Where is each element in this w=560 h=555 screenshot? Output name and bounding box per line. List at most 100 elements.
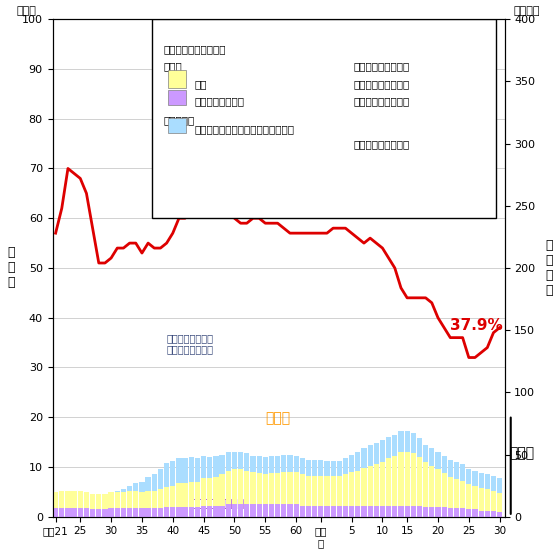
Bar — [374, 443, 379, 465]
Bar — [226, 452, 231, 471]
Bar — [312, 476, 318, 506]
Bar — [115, 508, 120, 517]
Bar — [256, 504, 262, 517]
Bar — [478, 488, 484, 511]
Bar — [238, 452, 243, 470]
Bar — [472, 486, 478, 509]
Bar — [263, 475, 268, 504]
Bar — [146, 508, 151, 517]
Bar — [423, 462, 428, 507]
Bar — [232, 452, 237, 470]
Bar — [386, 437, 391, 458]
Bar — [300, 458, 305, 475]
Bar — [72, 508, 77, 517]
Bar — [152, 491, 157, 508]
Bar — [232, 504, 237, 517]
Bar — [281, 455, 286, 472]
Bar — [176, 458, 181, 483]
Bar — [435, 470, 441, 507]
Bar — [380, 506, 385, 517]
Bar — [293, 472, 298, 504]
Bar — [349, 472, 354, 506]
Bar — [269, 473, 274, 504]
Bar — [423, 507, 428, 517]
Bar — [201, 478, 206, 506]
Bar — [96, 509, 101, 517]
Bar — [109, 508, 114, 517]
Bar — [404, 452, 410, 506]
Bar — [84, 508, 89, 517]
Bar — [244, 504, 249, 517]
Bar — [195, 507, 200, 517]
Bar — [306, 476, 311, 506]
Bar — [447, 460, 453, 477]
Bar — [472, 509, 478, 517]
Bar — [201, 456, 206, 478]
Text: （万件）: （万件） — [514, 6, 540, 16]
Bar — [121, 508, 126, 517]
Text: 窃　盗: 窃 盗 — [265, 411, 291, 425]
Bar — [232, 470, 237, 504]
Bar — [355, 506, 361, 517]
Bar — [454, 508, 459, 517]
Bar — [349, 455, 354, 472]
Bar — [367, 466, 373, 506]
Bar — [287, 472, 292, 504]
Text: 平成３０年　認知件数: 平成３０年 認知件数 — [161, 27, 227, 37]
Bar — [195, 458, 200, 482]
Bar — [380, 440, 385, 462]
Bar — [66, 508, 71, 517]
Bar — [238, 470, 243, 504]
Bar — [491, 511, 496, 517]
Bar — [207, 506, 212, 517]
Bar — [306, 460, 311, 476]
Bar — [146, 491, 151, 508]
Bar — [78, 508, 83, 517]
Bar — [367, 506, 373, 517]
Bar — [417, 457, 422, 506]
Bar — [306, 506, 311, 517]
Bar — [497, 493, 502, 512]
Bar — [183, 507, 188, 517]
Bar — [146, 477, 151, 491]
Text: 37.9%: 37.9% — [450, 318, 503, 333]
Bar — [441, 473, 447, 507]
Bar — [330, 506, 336, 517]
Bar — [300, 475, 305, 506]
Bar — [133, 483, 138, 491]
Bar — [478, 473, 484, 488]
Bar — [139, 508, 144, 517]
Text: ４１万３，９６９件: ４１万３，９６９件 — [353, 140, 409, 150]
Bar — [374, 465, 379, 506]
Bar — [281, 504, 286, 517]
Bar — [460, 508, 465, 517]
Bar — [324, 506, 330, 517]
Bar — [398, 431, 404, 452]
Bar — [386, 506, 391, 517]
Bar — [72, 491, 77, 508]
Bar — [213, 506, 218, 517]
Bar — [447, 508, 453, 517]
Bar — [466, 485, 472, 509]
Bar — [275, 473, 280, 504]
Bar — [337, 476, 342, 506]
Bar — [170, 507, 175, 517]
Bar — [466, 509, 472, 517]
Bar — [293, 456, 298, 472]
Bar — [497, 512, 502, 517]
Bar — [330, 476, 336, 506]
Text: ８１万７，３３８件: ８１万７，３３８件 — [353, 62, 409, 72]
Bar — [121, 492, 126, 508]
Bar — [472, 471, 478, 486]
Bar — [220, 455, 225, 475]
Bar — [158, 470, 163, 490]
Bar — [355, 471, 361, 506]
Bar — [349, 506, 354, 517]
Bar — [337, 506, 342, 517]
Bar — [127, 486, 132, 491]
Bar — [115, 491, 120, 492]
Bar — [213, 456, 218, 477]
Bar — [410, 433, 416, 453]
Bar — [343, 458, 348, 475]
Bar — [324, 461, 330, 476]
